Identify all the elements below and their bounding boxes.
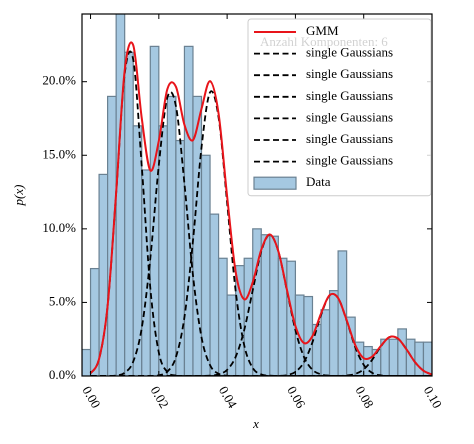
legend-label: single Gaussians xyxy=(306,88,393,103)
y-tick-label: 0.0% xyxy=(49,367,76,382)
gmm-line xyxy=(89,41,432,376)
x-tick-label: 0.08 xyxy=(353,383,377,410)
legend-label: single Gaussians xyxy=(306,131,393,146)
histogram-bar xyxy=(337,250,348,376)
histogram-bar xyxy=(405,338,416,376)
legend-label: single Gaussians xyxy=(306,153,393,168)
component-line xyxy=(90,91,432,376)
x-tick-label: 0.00 xyxy=(79,383,103,410)
legend-box xyxy=(247,18,432,197)
histogram-bar xyxy=(183,45,194,376)
histogram-bar xyxy=(107,95,117,376)
x-tick-label: 0.02 xyxy=(148,383,172,410)
x-axis-label: x xyxy=(252,416,259,431)
y-tick-label: 15.0% xyxy=(42,146,76,161)
histogram-bar xyxy=(328,290,339,376)
y-tick-label: 10.0% xyxy=(42,220,76,235)
histogram-bar xyxy=(277,257,288,376)
histogram-bar xyxy=(98,173,109,376)
legend-label: single Gaussians xyxy=(306,109,393,124)
histogram-bar xyxy=(124,51,134,376)
histogram-bar xyxy=(217,257,228,376)
histogram-bar xyxy=(320,309,331,376)
histogram-bar xyxy=(269,235,279,376)
histogram-bar xyxy=(388,338,399,376)
legend-label: Data xyxy=(306,174,331,189)
plot-area xyxy=(82,14,432,376)
histogram-bar xyxy=(260,234,271,376)
histogram-bar xyxy=(158,125,168,376)
histogram-bar xyxy=(82,348,92,376)
y-axis-label: p(x) xyxy=(11,185,26,207)
histogram-bar xyxy=(166,95,177,376)
legend-swatch xyxy=(253,176,297,190)
legend-label: GMM xyxy=(306,23,339,38)
axes-frame xyxy=(81,13,433,377)
x-tick-label: 0.10 xyxy=(421,383,445,410)
x-tick-label: 0.06 xyxy=(284,383,309,411)
legend-label: single Gaussians xyxy=(306,66,393,81)
legend-label: single Gaussians xyxy=(306,45,393,60)
histogram-bar xyxy=(243,257,254,376)
histogram-bar xyxy=(141,169,151,376)
component-line xyxy=(89,50,432,376)
histogram-bar xyxy=(175,139,186,376)
histogram-bar xyxy=(209,213,220,376)
y-tick-label: 5.0% xyxy=(49,293,76,308)
y-tick-label: 20.0% xyxy=(42,73,76,88)
histogram-bar xyxy=(397,328,407,376)
histogram-bar xyxy=(132,125,143,376)
x-tick-label: 0.04 xyxy=(216,383,241,411)
